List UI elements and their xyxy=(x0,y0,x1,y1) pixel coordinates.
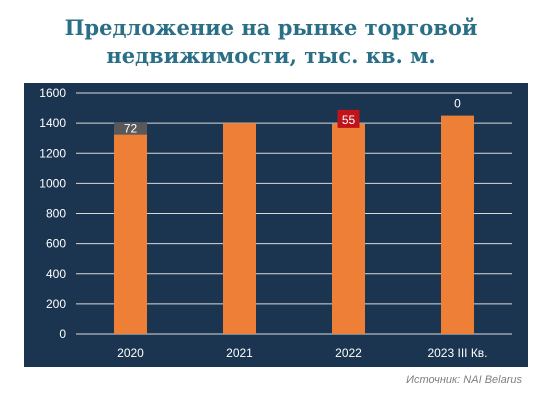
source-note: Источник: NAI Belarus xyxy=(406,374,522,386)
y-tick-label: 1200 xyxy=(39,146,66,160)
x-tick-label: 2021 xyxy=(226,346,253,360)
data-label: 55 xyxy=(342,113,356,127)
data-label-box xyxy=(337,109,360,128)
chart-title-line-1: Предложение на рынке торговой xyxy=(64,15,478,40)
y-tick-label: 800 xyxy=(46,207,66,221)
y-tick-label: 400 xyxy=(46,267,66,281)
x-tick-label: 2023 III Кв. xyxy=(427,346,487,360)
chart-title: Предложение на рынке торговой недвижимос… xyxy=(0,14,542,70)
bar-chart: 0 200 400 600 800 1000 1200 1400 1600 2020 72 2021 2… xyxy=(39,86,512,360)
y-tick-label: 1400 xyxy=(39,116,66,130)
data-label-box xyxy=(114,122,147,135)
x-tick-label: 2022 xyxy=(335,346,362,360)
x-tick-label: 2020 xyxy=(117,346,144,360)
data-label: 0 xyxy=(454,97,461,111)
y-tick-label: 0 xyxy=(59,327,66,341)
chart-panel: 0 200 400 600 800 1000 1200 1400 1600 2020 72 2021 2… xyxy=(24,83,528,367)
y-tick-label: 600 xyxy=(46,237,66,251)
bar xyxy=(114,133,147,334)
y-tick-label: 1000 xyxy=(39,176,66,190)
bar xyxy=(223,123,256,334)
bar xyxy=(441,115,474,334)
bar xyxy=(332,123,365,334)
chart-title-line-2: недвижимости, тыс. кв. м. xyxy=(106,43,436,68)
y-tick-label: 1600 xyxy=(39,86,66,100)
data-label: 72 xyxy=(124,122,138,136)
y-tick-label: 200 xyxy=(46,297,66,311)
